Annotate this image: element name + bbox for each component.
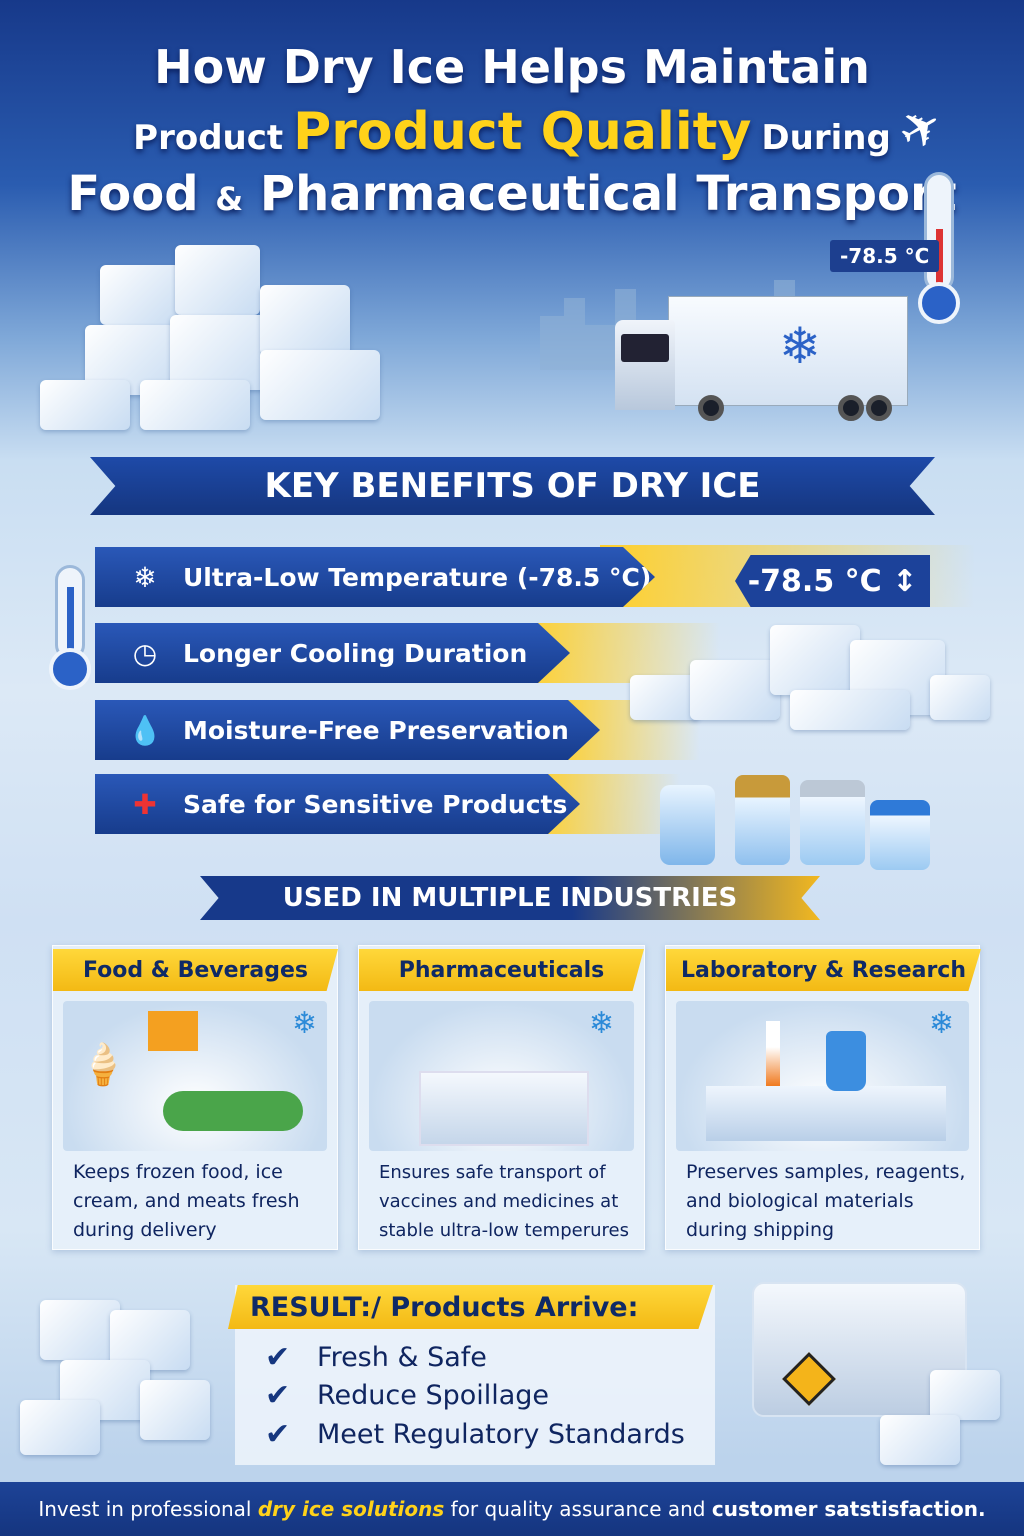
temperature-badge: -78.5 °C ↕ (735, 555, 930, 607)
card-description: Ensures safe transport of vaccines and m… (379, 1162, 629, 1241)
title-suffix: During (761, 118, 891, 158)
truck-wheel (866, 395, 892, 421)
checkmark-icon: ✔ (265, 1417, 291, 1452)
title-highlight: Product Quality (293, 102, 752, 162)
result-item: ✔ Reduce Spoillage (265, 1378, 549, 1413)
ice-block (170, 315, 270, 390)
title-line-2: Product Product Quality During (0, 102, 1024, 162)
vials-group (655, 765, 945, 875)
industry-card-lab: Laboratory & Research ❄ Preserves sample… (665, 945, 981, 1250)
ice-pile (20, 1290, 220, 1470)
vaccine-cooler-image: ❄ (369, 1001, 634, 1151)
benefit-moisture-free: 💧 Moisture-Free Preservation (95, 700, 600, 760)
ice-block (40, 380, 130, 430)
benefit-safe-sensitive: ✚ Safe for Sensitive Products (95, 774, 580, 834)
ice-block (260, 350, 380, 420)
ice-block (140, 380, 250, 430)
thermometer-icon (924, 172, 954, 292)
footer-highlight: dry ice solutions (257, 1497, 445, 1521)
truck-cab (615, 320, 675, 410)
benefit-label: Moisture-Free Preservation (183, 715, 569, 745)
result-heading: RESULT:/ Products Arrive: (228, 1285, 713, 1329)
title-food: Food (67, 166, 199, 222)
snowflake-icon: ❄ (133, 560, 157, 594)
result-item-label: Reduce Spoillage (317, 1380, 550, 1411)
result-item: ✔ Meet Regulatory Standards (265, 1417, 685, 1452)
title-prefix: Product (133, 118, 284, 158)
title-line-1: How Dry Ice Helps Maintain (154, 40, 870, 94)
card-description: Preserves samples, reagents, and biologi… (686, 1161, 966, 1241)
truck-trailer: ❄ (668, 296, 908, 406)
lab-samples-image: ❄ (676, 1001, 969, 1151)
ice-block (930, 1370, 1000, 1420)
truck-wheel (698, 395, 724, 421)
industry-card-pharma: Pharmaceuticals ❄ Ensures safe transport… (358, 945, 645, 1250)
title-amp: & (215, 180, 244, 218)
thermometer-bulb (49, 648, 91, 690)
result-item: ✔ Fresh & Safe (265, 1340, 487, 1375)
temperature-label: -78.5 °C (830, 240, 940, 272)
benefits-banner: KEY BENEFITS OF DRY ICE (90, 457, 935, 515)
benefit-longer-cooling: ◷ Longer Cooling Duration (95, 623, 570, 683)
thermometer-icon (55, 565, 85, 660)
benefit-label: Safe for Sensitive Products (183, 789, 568, 819)
checkmark-icon: ✔ (265, 1378, 291, 1413)
truck-wheel (838, 395, 864, 421)
footer-text: Invest in professional (38, 1497, 252, 1521)
thermometer-bulb (918, 282, 960, 324)
shield-cross-icon: ✚ (133, 787, 157, 821)
card-title: Pharmaceuticals (359, 949, 644, 991)
snowflake-icon: ❄ (779, 317, 821, 375)
benefit-label: Ultra-Low Temperature (-78.5 °C) (183, 562, 652, 592)
result-item-label: Meet Regulatory Standards (317, 1419, 685, 1450)
card-title: Laboratory & Research (666, 949, 981, 991)
footer-text: for quality assurance and (450, 1497, 706, 1521)
ice-block (880, 1415, 960, 1465)
checkmark-icon: ✔ (265, 1340, 291, 1375)
benefit-ultra-low-temperature: ❄ Ultra-Low Temperature (-78.5 °C) (95, 547, 655, 607)
food-delivery-scooter-image: 🍦 ❄ (63, 1001, 327, 1151)
ice-block (260, 285, 350, 355)
footer-bar: Invest in professional dry ice solutions… (0, 1482, 1024, 1536)
industry-card-food: Food & Beverages 🍦 ❄ Keeps frozen food, i… (52, 945, 338, 1250)
title-pharma: Pharmaceutical Transport (259, 166, 957, 222)
benefit-label: Longer Cooling Duration (183, 638, 528, 668)
card-title: Food & Beverages (53, 949, 338, 991)
card-description: Keeps frozen food, ice cream, and meats … (73, 1161, 300, 1241)
timer-icon: ◷ (132, 636, 158, 670)
footer-bold: customer satstisfaction. (711, 1497, 986, 1521)
water-drop-icon: 💧 (127, 713, 163, 747)
ice-pile (610, 615, 1000, 740)
industries-banner: USED IN MULTIPLE INDUSTRIES (200, 876, 820, 920)
title-line-3: Food & Pharmaceutical Transport (0, 166, 1024, 222)
result-item-label: Fresh & Safe (317, 1342, 487, 1373)
ice-block (100, 265, 180, 325)
ice-block (175, 245, 260, 315)
truck-windshield (621, 334, 669, 362)
